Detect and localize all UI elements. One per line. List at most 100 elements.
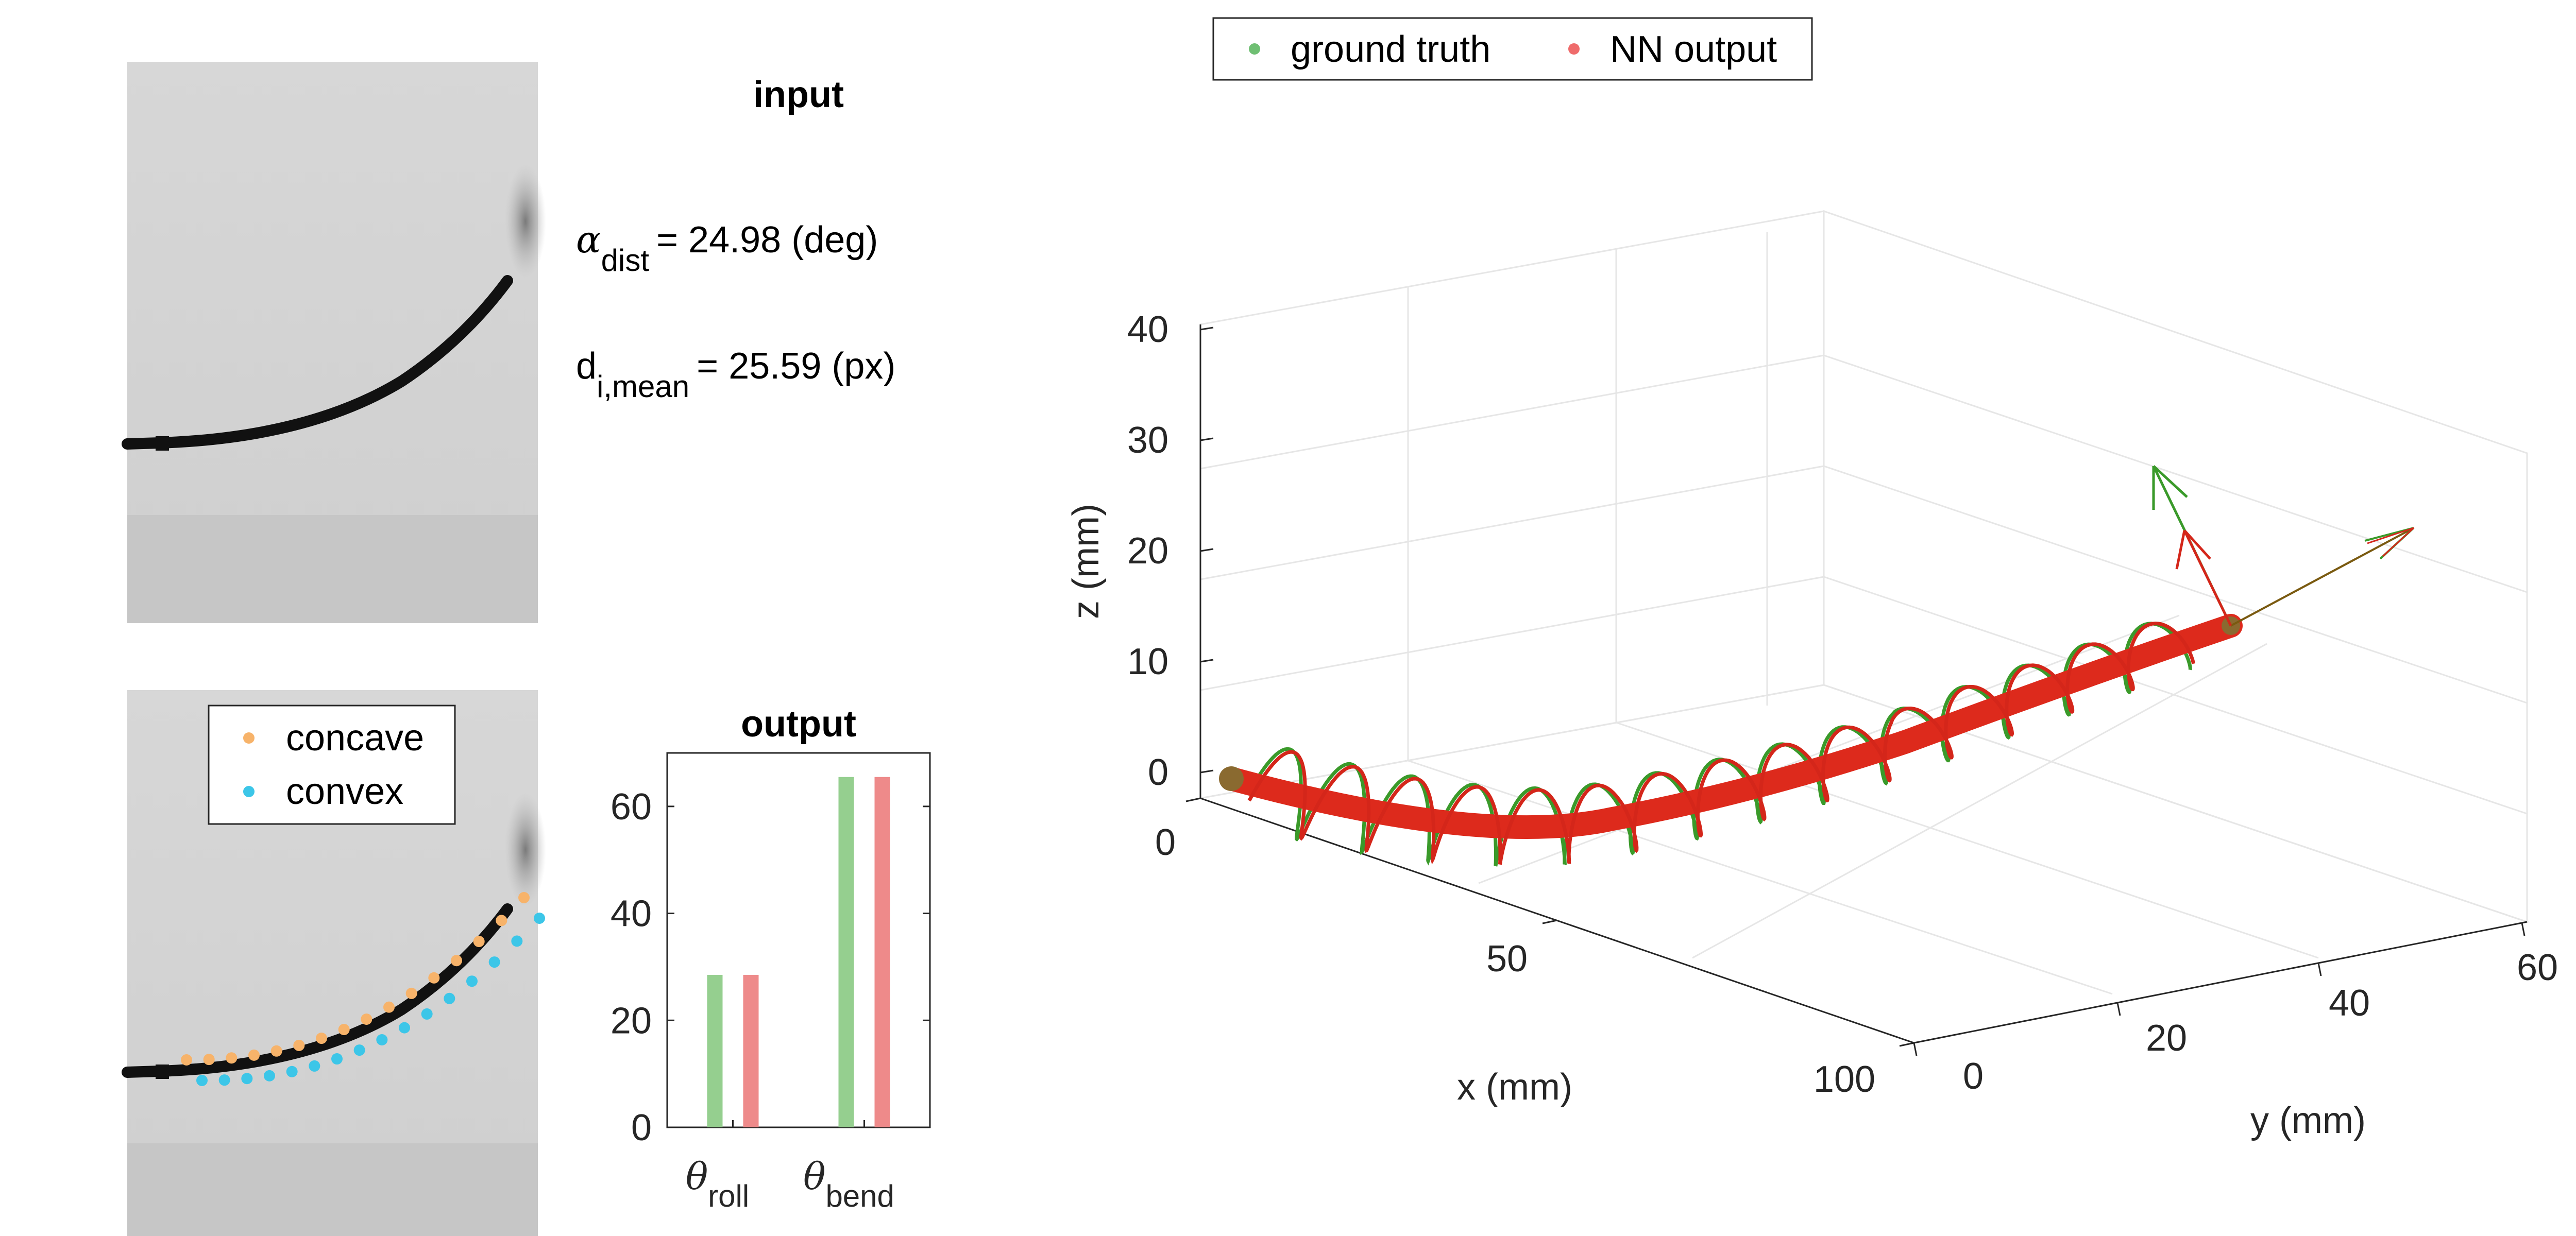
convex-point [331,1053,343,1065]
convex-point [241,1073,253,1085]
y-tick-20: 20 [2146,1018,2187,1059]
concave-point [361,1013,372,1025]
y-tick-40: 40 [2329,983,2370,1024]
convex-point [196,1075,208,1086]
alpha-value: = 24.98 (deg) [656,219,878,261]
grid-back-wall [1199,210,1825,799]
convex-points [196,913,545,1086]
nn-output-centerline [1219,614,2243,839]
convex-point [286,1066,298,1077]
concave-point [383,1001,395,1013]
y-tick-0: 0 [1963,1056,1984,1097]
ground-truth-helix [1252,622,2192,867]
bar-axes-box [666,752,931,1128]
bar-ground-truth [707,975,723,1127]
x-tick-0: 0 [1155,822,1176,863]
d-symbol: d [576,346,597,387]
input-panel: input αdist = 24.98 (deg) di,mean = 25.59 … [576,74,895,404]
bar-y-tick-label: 60 [611,786,652,828]
concave-point [451,955,462,967]
output-bar-chart: output 0 20 40 60 θroll θbend [611,703,931,1213]
nn-normal-arrow [2183,529,2232,627]
tube-base-marker [1219,766,1244,791]
convex-point [376,1034,388,1045]
y-tick-60: 60 [2517,947,2558,988]
legend-concave-marker [243,732,255,744]
convex-point [466,975,478,987]
plot-3d-legend: ground truth NN output [1212,17,1813,81]
bar-ground-truth [838,777,854,1127]
z-tick-0: 0 [1148,752,1168,793]
concave-points [181,892,530,1066]
y-axis-ticks: 0 20 40 60 [1913,922,2558,1097]
input-title: input [753,74,844,115]
xray-image-input [122,62,546,623]
legend-ground-truth-marker [1249,43,1260,55]
output-title: output [741,703,856,745]
concave-point [203,1054,215,1066]
z-tick-30: 30 [1127,420,1168,461]
convex-point [264,1070,275,1082]
concave-point [293,1039,305,1051]
concave-point [270,1045,282,1057]
bar-y-tick-label: 0 [631,1107,652,1148]
x-tick-100: 100 [1814,1059,1875,1100]
convex-point [444,992,455,1004]
bar-y-ticks: 0 20 40 60 [611,786,930,1148]
alpha-readout: αdist = 24.98 (deg) [576,218,878,278]
axis-lines [1199,324,2528,1044]
concave-point [518,892,530,903]
z-axis-label: z (mm) [1065,504,1107,619]
convex-point [399,1022,410,1034]
bar-nn-output [874,777,890,1127]
convex-point [353,1044,365,1056]
legend-convex-marker [243,786,255,797]
concave-point [181,1054,192,1066]
convex-point [511,935,523,947]
concave-point [496,915,507,926]
legend-nn-output-marker [1568,43,1580,55]
plot-3d: 0 10 20 30 40 0 50 100 0 20 40 60 z (mm)… [1065,17,2558,1141]
legend-ground-truth-label: ground truth [1291,29,1490,70]
x-axis-label: x (mm) [1457,1067,1572,1108]
concave-point [428,972,440,984]
concave-point [405,987,417,999]
concave-point [226,1052,238,1064]
bar-nn-output [743,975,759,1127]
bar-y-tick-label: 20 [611,1000,652,1041]
z-axis-ticks: 0 10 20 30 40 [1127,309,1214,793]
concave-point [338,1024,350,1036]
alpha-symbol: α [576,218,601,261]
nn-output-helix [1247,621,2196,865]
d-value: = 25.59 (px) [697,346,895,387]
ground-truth-helix-line [1252,622,2192,867]
tip-frame-arrows [2152,465,2415,627]
bars [707,777,890,1127]
bar-x-labels: θroll θbend [686,1120,894,1213]
x-axis-ticks: 0 50 100 [1155,797,1914,1100]
points-legend: concave convex [208,705,456,825]
convex-point [488,956,500,968]
y-axis-label: y (mm) [2250,1100,2366,1141]
grid-side-wall [1766,210,2528,923]
concave-point [473,936,485,948]
x-tick-50: 50 [1486,938,1528,980]
convex-point [421,1008,433,1020]
grid-floor [1197,614,2530,1044]
legend-concave-label: concave [286,717,424,759]
legend-nn-output-label: NN output [1610,29,1777,70]
alpha-subscript: dist [601,243,650,278]
d-subscript: i,mean [597,369,689,404]
bar-x-label: θroll [686,1155,749,1213]
bar-x-label: θbend [803,1155,894,1213]
z-tick-40: 40 [1127,309,1168,350]
concave-point [248,1049,260,1061]
d-readout: di,mean = 25.59 (px) [576,346,895,404]
convex-point [218,1074,230,1086]
z-tick-10: 10 [1127,641,1168,682]
concave-point [316,1033,327,1044]
legend-convex-label: convex [286,771,403,812]
nn-output-helix-line [1247,621,2196,865]
bar-y-tick-label: 40 [611,894,652,935]
